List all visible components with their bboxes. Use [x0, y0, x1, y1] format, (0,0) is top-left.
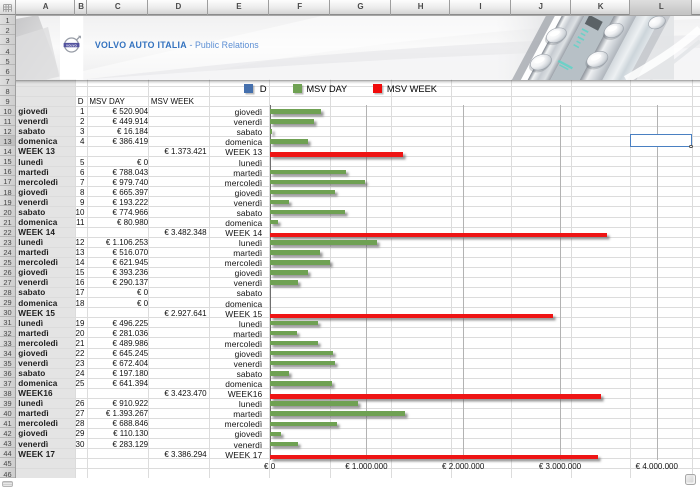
- svg-text:- Public Relations: - Public Relations: [190, 40, 260, 50]
- svg-text:VOLVO: VOLVO: [66, 43, 77, 47]
- svg-text:VOLVO AUTO ITALIA: VOLVO AUTO ITALIA: [95, 40, 187, 50]
